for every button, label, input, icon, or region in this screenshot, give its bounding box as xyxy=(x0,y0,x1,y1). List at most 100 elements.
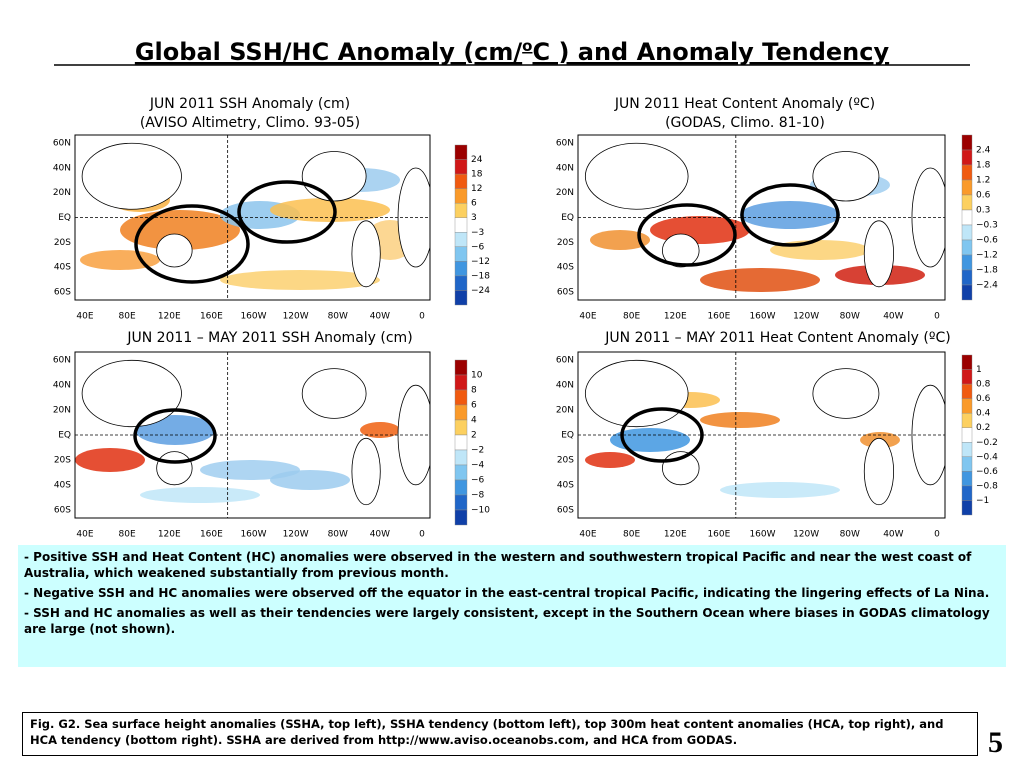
lat-label: 40N xyxy=(556,163,574,173)
land xyxy=(584,142,689,210)
colorbar-segment xyxy=(454,509,468,526)
colorbar-segment xyxy=(961,471,973,487)
colorbar-segment xyxy=(961,224,973,241)
colorbar-label: 18 xyxy=(471,170,483,180)
colorbar-label: −10 xyxy=(471,506,490,516)
panel-title: JUN 2011 SSH Anomaly (cm) xyxy=(149,96,350,112)
colorbar-label: 1.8 xyxy=(976,161,991,171)
anomaly-patch xyxy=(720,482,840,498)
map-frame xyxy=(577,134,946,301)
lon-label: 40E xyxy=(76,530,93,540)
colorbar-segment xyxy=(454,159,468,175)
colorbar-label: 0.6 xyxy=(976,394,991,404)
lat-label: 60N xyxy=(556,356,574,366)
bullet: - Positive SSH and Heat Content (HC) ano… xyxy=(24,550,972,580)
colorbar-label: 6 xyxy=(471,199,477,209)
colorbar-label: −1.2 xyxy=(976,251,998,261)
lon-label: 80E xyxy=(119,530,136,540)
lat-label: EQ xyxy=(561,213,574,223)
colorbar-label: −2.4 xyxy=(976,281,998,291)
lat-label: 40N xyxy=(53,381,71,391)
colorbar-label: −24 xyxy=(471,286,490,296)
anomaly-patch xyxy=(700,268,820,292)
lon-label: 160W xyxy=(749,312,775,322)
land xyxy=(863,220,895,288)
colorbar-label: 0.3 xyxy=(976,206,990,216)
lat-label: 20N xyxy=(53,406,71,416)
highlight-circle xyxy=(133,408,217,464)
lon-label: 80W xyxy=(328,530,348,540)
lat-label: 40N xyxy=(556,381,574,391)
colorbar-segment xyxy=(961,149,973,166)
colorbar-segment xyxy=(961,239,973,256)
lat-label: EQ xyxy=(58,213,71,223)
land xyxy=(351,220,381,288)
lon-label: 0 xyxy=(419,312,425,322)
colorbar-segment xyxy=(454,261,468,277)
land xyxy=(351,437,381,506)
colorbar-label: −6 xyxy=(471,242,485,252)
colorbar-segment xyxy=(961,254,973,271)
colorbar-segment xyxy=(961,194,973,211)
lat-label: 60N xyxy=(556,139,574,149)
colorbar-label: 2.4 xyxy=(976,146,991,156)
colorbar-segment xyxy=(454,404,468,421)
colorbar-label: 6 xyxy=(471,401,477,411)
colorbar-label: 1.2 xyxy=(976,176,990,186)
lon-label: 80W xyxy=(328,312,348,322)
colorbar-label: −1 xyxy=(976,496,989,506)
colorbar-label: 0.6 xyxy=(976,191,991,201)
lat-label: 20N xyxy=(556,406,574,416)
lon-label: 0 xyxy=(419,530,425,540)
lon-label: 160E xyxy=(707,312,730,322)
anomaly-patch xyxy=(270,470,350,490)
colorbar-segment xyxy=(961,134,973,151)
panel-title: JUN 2011 – MAY 2011 Heat Content Anomaly… xyxy=(604,330,950,346)
colorbar-segment xyxy=(961,164,973,181)
anomaly-patch xyxy=(610,428,690,452)
colorbar-segment xyxy=(454,246,468,262)
lon-label: 0 xyxy=(934,312,940,322)
summary-box: - Positive SSH and Heat Content (HC) ano… xyxy=(18,545,1006,667)
lat-label: EQ xyxy=(58,431,71,441)
highlight-circle xyxy=(237,180,337,244)
colorbar-segment xyxy=(961,442,973,458)
colorbar-segment xyxy=(961,369,973,385)
land xyxy=(812,368,880,419)
lat-label: 20S xyxy=(557,456,574,466)
colorbar-segment xyxy=(961,398,973,414)
colorbar-label: 1 xyxy=(976,365,982,375)
map-frame xyxy=(577,351,946,519)
colorbar-label: −0.6 xyxy=(976,236,998,246)
lon-label: 40W xyxy=(883,312,903,322)
colorbar-segment xyxy=(454,419,468,436)
colorbar-label: 0.8 xyxy=(976,380,991,390)
colorbar-segment xyxy=(454,494,468,511)
colorbar-label: −1.8 xyxy=(976,266,998,276)
anomaly-patch xyxy=(740,201,840,229)
colorbar-label: 0.4 xyxy=(976,409,991,419)
colorbar-segment xyxy=(961,179,973,196)
map-field xyxy=(75,352,430,518)
map-field xyxy=(75,135,430,300)
lon-label: 40W xyxy=(370,312,390,322)
colorbar-segment xyxy=(961,427,973,443)
colorbar-label: −0.6 xyxy=(976,467,998,477)
lon-label: 120W xyxy=(793,530,819,540)
map-frame xyxy=(74,351,431,519)
colorbar-label: 3 xyxy=(471,213,477,223)
lat-label: EQ xyxy=(561,431,574,441)
colorbar-label: −0.8 xyxy=(976,481,998,491)
land xyxy=(81,142,182,210)
colorbar-label: 10 xyxy=(471,371,483,381)
title-part: Global SSH/HC Anomaly (cm/ xyxy=(135,38,523,66)
lat-label: 40N xyxy=(53,163,71,173)
highlight-circle xyxy=(637,203,737,267)
anomaly-patch xyxy=(270,198,390,222)
anomaly-patch xyxy=(585,452,635,468)
colorbar-label: 8 xyxy=(471,386,477,396)
colorbar-segment xyxy=(961,500,973,516)
colorbar-segment xyxy=(961,456,973,472)
land xyxy=(397,167,430,268)
colorbar-label: −0.2 xyxy=(976,438,998,448)
